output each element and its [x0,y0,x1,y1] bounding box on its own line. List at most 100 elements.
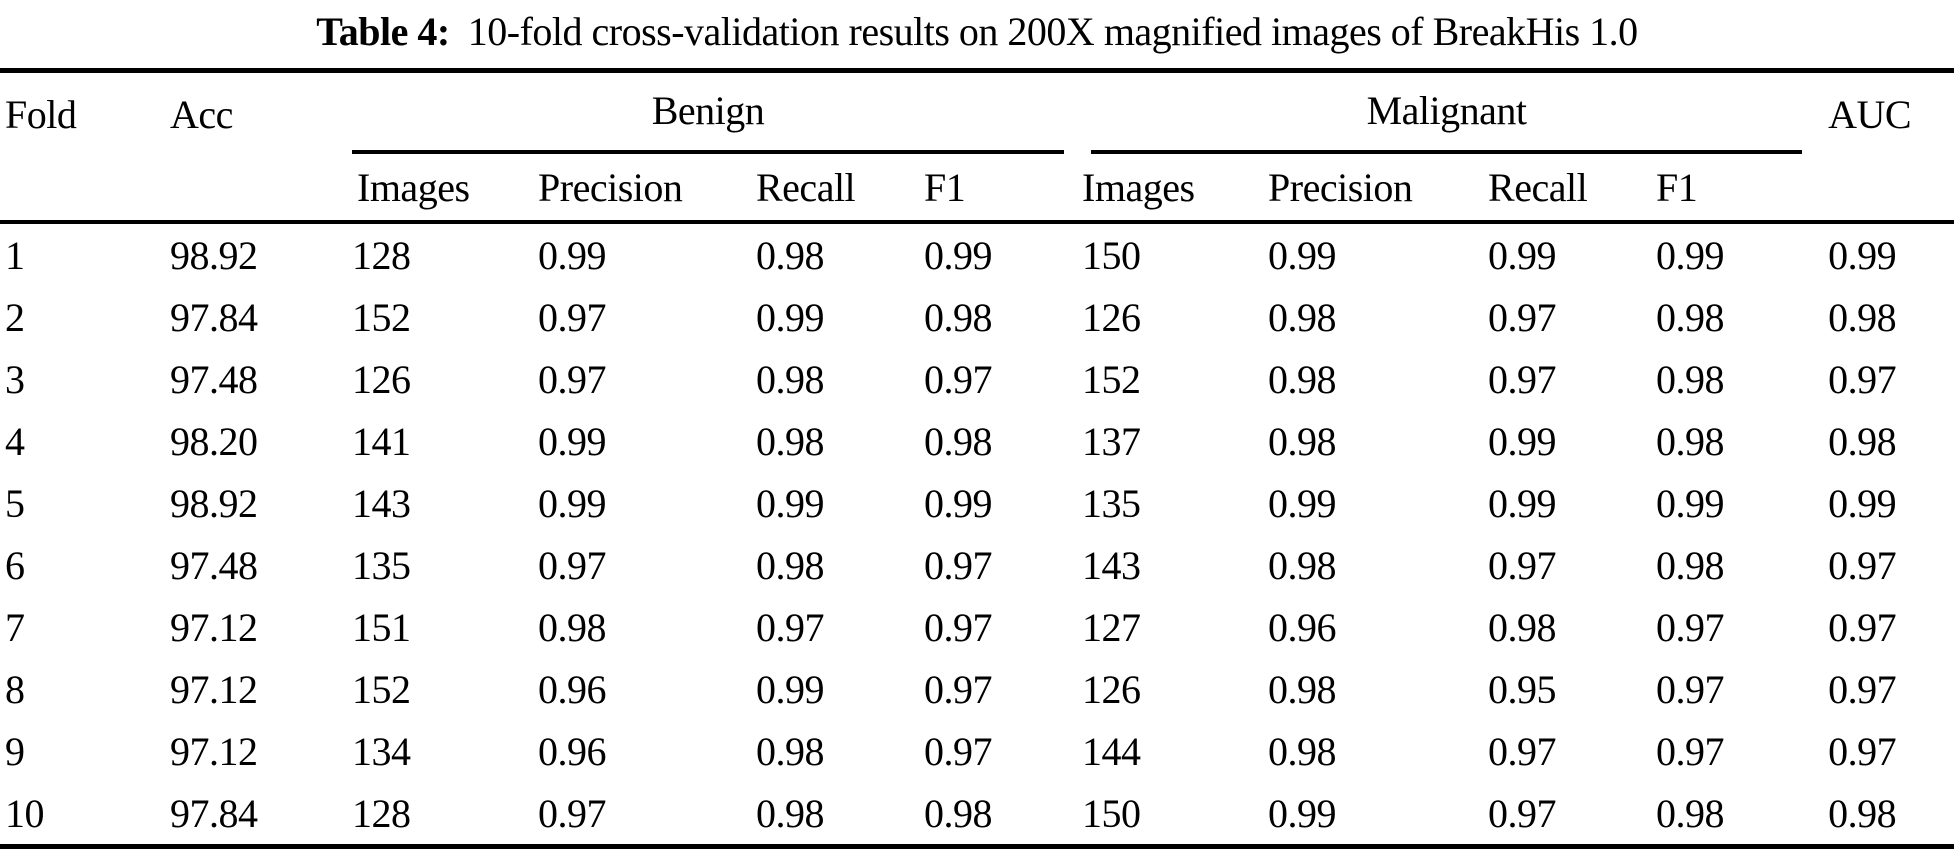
table-cell: 0.98 [756,356,825,402]
table-cell: 97.84 [170,294,258,340]
table-cell: 2 [5,294,25,340]
table-cell: 0.99 [1268,480,1337,526]
results-table: Fold Acc Benign Malignant AUC Images Pre… [0,68,1954,849]
table-cell: 0.98 [924,294,993,340]
subcol-header-malignant-f1: F1 [1656,154,1829,224]
table-cell: 98.92 [170,232,258,278]
benign-group-label: Benign [651,88,765,133]
table-cell: 0.98 [1488,604,1557,650]
table-cell: 128 [352,790,411,836]
table-cell: 0.98 [756,790,825,836]
table-cell: 0.97 [1828,542,1897,588]
table-cell: 0.99 [756,294,825,340]
table-cell: 0.98 [756,542,825,588]
table-row: 4 98.20 141 0.99 0.98 0.98 137 0.98 0.99 0.98 0.98 [0,410,1954,472]
table-cell: 0.98 [1268,542,1337,588]
table-cell: 0.97 [1828,356,1897,402]
table-cell: 0.97 [924,728,993,774]
col-header-auc: AUC [1828,70,1954,224]
table-cell: 5 [5,480,25,526]
caption-label: Table 4: [316,9,450,54]
table-cell: 0.99 [1656,232,1725,278]
table-cell: 0.98 [756,418,825,464]
table-cell: 0.99 [1268,790,1337,836]
table-cell: 128 [352,232,411,278]
table-cell: 134 [352,728,411,774]
table-cell: 135 [352,542,411,588]
table-cell: 0.99 [1656,480,1725,526]
table-cell: 137 [1082,418,1141,464]
table-cell: 150 [1082,790,1141,836]
table-cell: 0.98 [1828,790,1897,836]
table-row: 10 97.84 128 0.97 0.98 0.98 150 0.99 0.97 0.98 0.9… [0,782,1954,847]
table-cell: 0.97 [1656,728,1725,774]
table-cell: 0.97 [924,666,993,712]
table-row: 7 97.12 151 0.98 0.97 0.97 127 0.96 0.98 0.97 0.97 [0,596,1954,658]
caption-text: 10-fold cross-validation results on 200X… [467,9,1638,54]
table-row: 9 97.12 134 0.96 0.98 0.97 144 0.98 0.97 0.97 0.97 [0,720,1954,782]
table-cell: 6 [5,542,25,588]
table-cell: 0.98 [1268,418,1337,464]
table-cell: 127 [1082,604,1141,650]
table-cell: 0.97 [924,356,993,402]
table-cell: 0.96 [1268,604,1337,650]
table-cell: 0.97 [1488,356,1557,402]
table-cell: 0.98 [1268,728,1337,774]
malignant-group-underline: Malignant [1091,73,1803,154]
table-cell: 97.48 [170,356,258,402]
table-cell: 0.99 [538,232,607,278]
table-cell: 1 [5,232,25,278]
table-cell: 8 [5,666,25,712]
table-cell: 0.99 [1488,232,1557,278]
table-cell: 98.20 [170,418,258,464]
table-cell: 0.99 [1828,232,1897,278]
table-cell: 0.95 [1488,666,1557,712]
table-cell: 0.98 [1656,356,1725,402]
table-cell: 0.97 [1488,728,1557,774]
table-cell: 0.98 [1656,542,1725,588]
subcol-header-malignant-precision: Precision [1268,154,1489,224]
table-row: 5 98.92 143 0.99 0.99 0.99 135 0.99 0.99 0.99 0.99 [0,472,1954,534]
table-cell: 4 [5,418,25,464]
table-cell: 9 [5,728,25,774]
subcol-header-benign-images: Images [352,154,538,224]
header-row-subcolumns: Images Precision Recall F1 Images Precis… [0,154,1954,224]
subcol-header-malignant-recall: Recall [1488,154,1657,224]
table-cell: 0.99 [1488,418,1557,464]
group-header-malignant: Malignant [1082,71,1828,154]
header-row-groups: Fold Acc Benign Malignant AUC [0,70,1954,224]
table-cell: 0.97 [538,356,607,402]
table-cell: 0.99 [924,480,993,526]
table-header: Fold Acc Benign Malignant AUC Images Pre… [0,70,1954,224]
table-cell: 0.98 [756,728,825,774]
table-cell: 0.97 [538,790,607,836]
table-cell: 0.98 [1828,418,1897,464]
subcol-header-benign-recall: Recall [756,154,924,224]
table-row: 1 98.92 128 0.99 0.98 0.99 150 0.99 0.99 0.99 0.99 [0,222,1954,286]
malignant-group-label: Malignant [1366,88,1527,133]
table-cell: 0.99 [924,232,993,278]
col-header-acc: Acc [170,70,352,224]
benign-group-underline: Benign [352,73,1065,154]
table-cell: 0.97 [1828,604,1897,650]
table-cell: 0.98 [924,790,993,836]
table-cell: 143 [352,480,411,526]
table-cell: 0.98 [1656,790,1725,836]
table-cell: 150 [1082,232,1141,278]
table-cell: 98.92 [170,480,258,526]
table-cell: 0.97 [1828,666,1897,712]
table-cell: 0.98 [1656,294,1725,340]
table-cell: 0.97 [1488,790,1557,836]
table-cell: 0.98 [1268,666,1337,712]
table-cell: 0.96 [538,666,607,712]
table-caption: Table 4: 10-fold cross-validation results… [0,0,1954,68]
table-cell: 3 [5,356,25,402]
table-cell: 0.97 [1656,604,1725,650]
table-cell: 0.97 [1488,542,1557,588]
table-cell: 0.99 [1268,232,1337,278]
table-cell: 97.12 [170,604,258,650]
table-cell: 0.97 [538,542,607,588]
table-cell: 0.97 [1828,728,1897,774]
table-cell: 0.99 [756,480,825,526]
table-cell: 144 [1082,728,1141,774]
